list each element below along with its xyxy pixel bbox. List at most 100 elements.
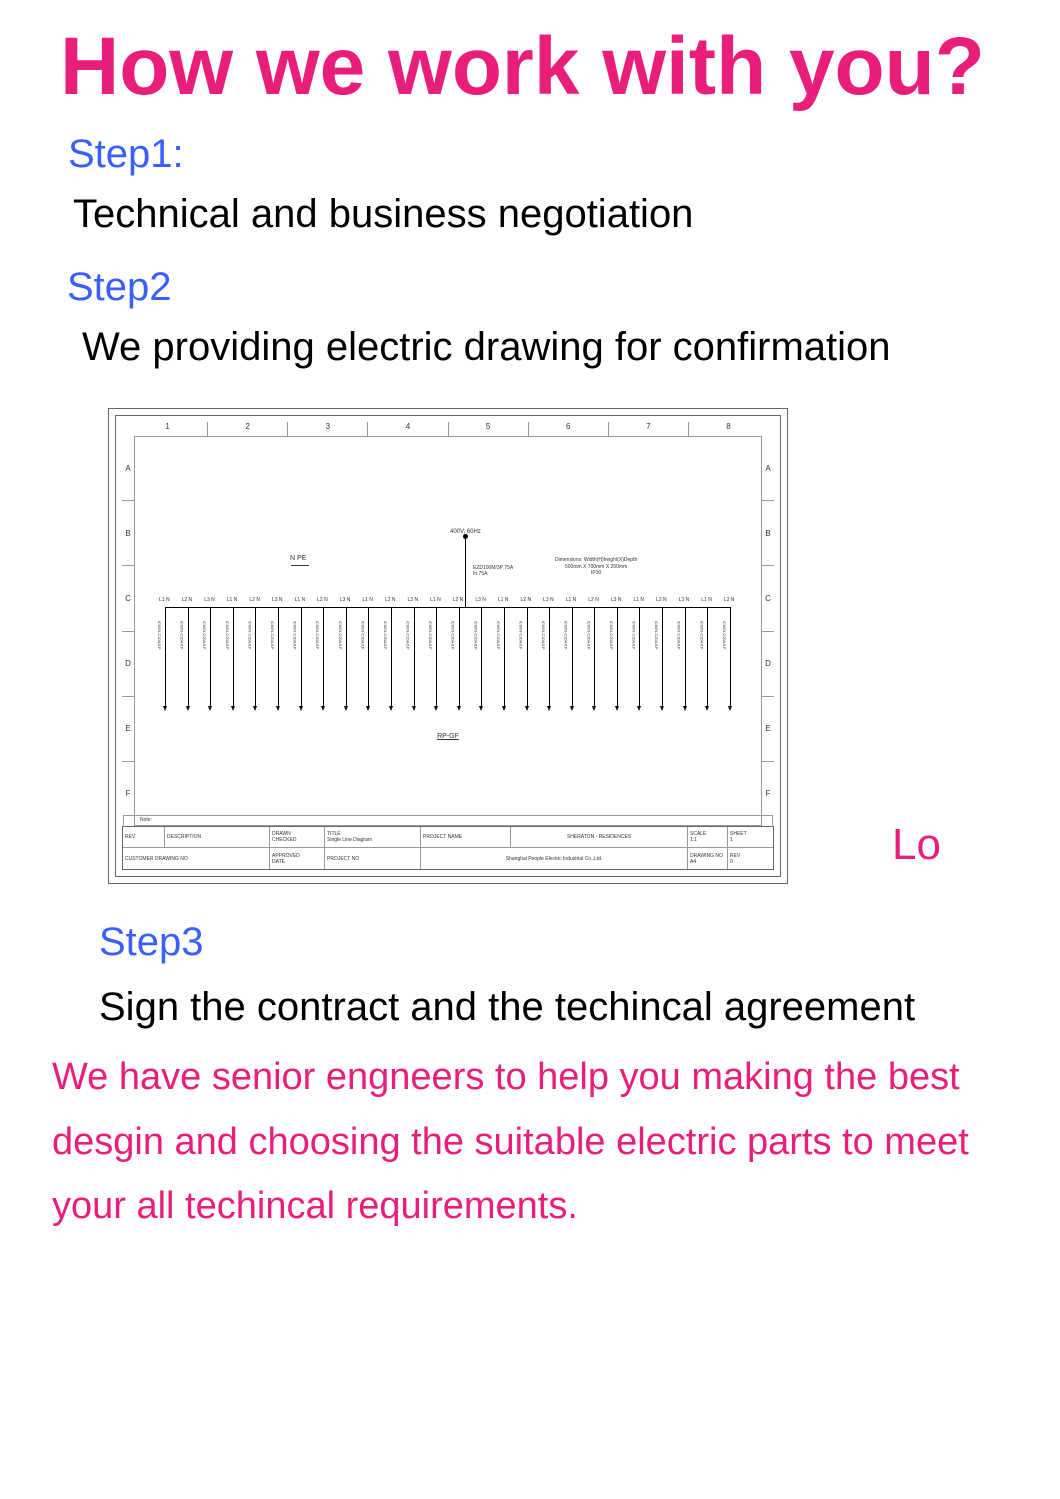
branch-phase-label: L3 N [679, 597, 690, 603]
tb-rev-label: REV [125, 834, 162, 840]
grid-col-mark: 7 [609, 422, 689, 436]
grid-row-mark: B [122, 501, 134, 566]
branch-phase-label: L1 N [159, 597, 170, 603]
branch-phase-label: L1 N [227, 597, 238, 603]
branch-phase-label: L1 N [362, 597, 373, 603]
branch-device-label: iC60N-C20A/1P [677, 621, 682, 649]
branches: L1 NiC60N-C20A/1P L2 NiC60N-C20A/1P L3 NiC… [165, 607, 731, 707]
tb-rev: REV [123, 827, 165, 847]
branch-device-label: iC60N-C20A/1P [654, 621, 659, 649]
grid-col-mark: 8 [689, 422, 768, 436]
tb-custdraw: CUSTOMER DRAWING NO [123, 848, 270, 869]
branch-line: L1 NiC60N-C20A/1P [504, 607, 505, 707]
branch-line: L2 NiC60N-C20A/1P [323, 607, 324, 707]
branch-line: L3 NiC60N-C20A/1P [346, 607, 347, 707]
branch-line: L3 NiC60N-C20A/1P [617, 607, 618, 707]
grid-row-mark: D [762, 632, 774, 697]
branch-line: L3 NiC60N-C20A/1P [549, 607, 550, 707]
tb-drawn: DRAWN CHECKED [270, 827, 325, 847]
step3-label: Step3 [99, 920, 204, 965]
grid-cols-top: 12345678 [128, 422, 768, 436]
tb-title-value: Single Line Diagram [327, 837, 418, 843]
branch-phase-label: L2 N [182, 597, 193, 603]
electric-drawing: 12345678 12345678 ABCDEF ABCDEF 400V, 60… [108, 408, 788, 884]
titleblock: Note: REV DESCRIPTION DRAWN CHECKED TITL… [122, 826, 774, 870]
tb-description: DESCRIPTION [165, 827, 270, 847]
grid-row-mark: C [762, 566, 774, 631]
grid-col-mark: 5 [449, 422, 529, 436]
branch-line: L1 NiC60N-C20A/1P [301, 607, 302, 707]
branch-line: L1 NiC60N-C20A/1P [233, 607, 234, 707]
branch-device-label: iC60N-C20A/1P [722, 621, 727, 649]
branch-phase-label: L3 N [611, 597, 622, 603]
branch-phase-label: L1 N [701, 597, 712, 603]
npe-label: N PE [290, 555, 306, 562]
tb-projectno: PROJECT NO [325, 848, 421, 869]
tb-checked-label: CHECKED [272, 837, 322, 843]
step1-label: Step1: [68, 132, 184, 177]
grid-col-mark: 4 [368, 422, 448, 436]
branch-line: L2 NiC60N-C20A/1P [662, 607, 663, 707]
branch-line: L1 NiC60N-C20A/1P [368, 607, 369, 707]
dim-line1: Dimensions: Width(H)height(X)Depth [555, 557, 637, 564]
tb-size-value: A4 [690, 859, 725, 865]
branch-device-label: iC60N-C20A/1P [247, 621, 252, 649]
branch-line: L1 NiC60N-C20A/1P [707, 607, 708, 707]
branch-phase-label: L2 N [588, 597, 599, 603]
tb-approved: APPROVED DATE [270, 848, 325, 869]
branch-device-label: iC60N-C20A/1P [360, 621, 365, 649]
branch-phase-label: L1 N [498, 597, 509, 603]
tb-scale: SCALE 1:1 [688, 827, 728, 847]
branch-line: L1 NiC60N-C20A/1P [165, 607, 166, 707]
branch-phase-label: L3 N [204, 597, 215, 603]
branch-device-label: iC60N-C20A/1P [180, 621, 185, 649]
step2-label: Step2 [67, 265, 172, 310]
grid-row-mark: A [122, 436, 134, 501]
step1-desc: Technical and business negotiation [73, 192, 693, 237]
branch-line: L2 NiC60N-C20A/1P [459, 607, 460, 707]
tb-projectvalue: SHERATON - RESIDENCES [511, 827, 688, 847]
branch-line: L3 NiC60N-C20A/1P [481, 607, 482, 707]
step3-desc: Sign the contract and the techincal agre… [99, 985, 915, 1030]
tb-title: TITLE Single Line Diagram [325, 827, 421, 847]
branch-phase-label: L1 N [566, 597, 577, 603]
branch-phase-label: L1 N [295, 597, 306, 603]
branch-line: L2 NiC60N-C20A/1P [255, 607, 256, 707]
tb-projectname: PROJECT NAME [421, 827, 511, 847]
branch-phase-label: L1 N [633, 597, 644, 603]
branch-device-label: iC60N-C20A/1P [564, 621, 569, 649]
branch-device-label: iC60N-C20A/1P [609, 621, 614, 649]
tb-custdraw-label: CUSTOMER DRAWING NO [125, 856, 267, 862]
branch-device-label: iC60N-C20A/1P [541, 621, 546, 649]
branch-line: L1 NiC60N-C20A/1P [639, 607, 640, 707]
branch-device-label: iC60N-C20A/1P [496, 621, 501, 649]
branch-phase-label: L3 N [543, 597, 554, 603]
grid-col-mark: 2 [208, 422, 288, 436]
branch-device-label: iC60N-C20A/1P [406, 621, 411, 649]
grid-col-mark: 3 [288, 422, 368, 436]
branch-line: L3 NiC60N-C20A/1P [685, 607, 686, 707]
tb-sheet: SHEET 1 [728, 827, 773, 847]
panel-name: RP-GF [135, 733, 761, 740]
branch-device-label: iC60N-C20A/1P [270, 621, 275, 649]
branch-device-label: iC60N-C20A/1P [338, 621, 343, 649]
branch-device-label: iC60N-C20A/1P [473, 621, 478, 649]
branch-line: L2 NiC60N-C20A/1P [527, 607, 528, 707]
branch-device-label: iC60N-C20A/1P [586, 621, 591, 649]
step2-desc: We providing electric drawing for confir… [82, 325, 891, 370]
branch-phase-label: L1 N [430, 597, 441, 603]
branch-phase-label: L2 N [317, 597, 328, 603]
branch-device-label: iC60N-C20A/1P [157, 621, 162, 649]
grid-rows-left: ABCDEF [122, 436, 134, 826]
branch-phase-label: L2 N [656, 597, 667, 603]
tb-company: Shanghai People Electric Industrial Co.,… [421, 848, 688, 869]
tb-projectno-label: PROJECT NO [327, 856, 418, 862]
branch-phase-label: L3 N [340, 597, 351, 603]
branch-line: L2 NiC60N-C20A/1P [391, 607, 392, 707]
main-breaker-label: EZD100M/3P 75A In:75A [473, 565, 513, 577]
tb-rev2: REV 0 [728, 848, 773, 869]
branch-device-label: iC60N-C20A/1P [225, 621, 230, 649]
npe-bar [291, 565, 309, 566]
note-row: Note: [123, 815, 773, 827]
branch-phase-label: L3 N [408, 597, 419, 603]
